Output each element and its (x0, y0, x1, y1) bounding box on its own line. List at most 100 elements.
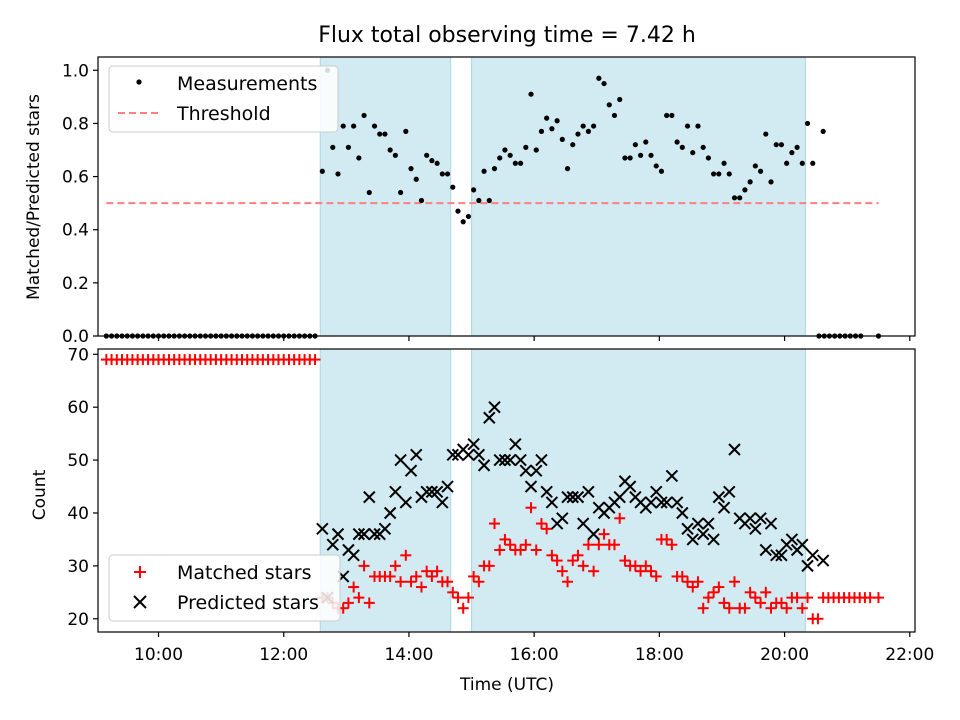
matched-star-point (577, 560, 589, 572)
predicted-star-point (723, 485, 736, 499)
measurement-point (434, 160, 440, 166)
matched-star-point (494, 544, 506, 556)
measurement-point (810, 160, 816, 166)
predicted-star-point (462, 448, 475, 462)
predicted-star-point (467, 438, 480, 451)
predicted-star-point (493, 453, 506, 467)
matched-star-point (384, 570, 396, 582)
top-y-ticks: 0.0 0.2 0.4 0.6 0.8 1.0 (62, 61, 98, 347)
predicted-star-point (728, 443, 741, 456)
matched-star-point (358, 560, 370, 572)
matched-star-point (582, 539, 594, 551)
measurement-point (643, 139, 649, 145)
top-legend: Measurements Threshold (108, 65, 339, 133)
matched-star-point (614, 512, 626, 524)
matched-star-point (546, 549, 558, 561)
measurement-point (611, 112, 618, 119)
y-tick-label: 0.4 (62, 221, 89, 241)
predicted-star-point (394, 453, 407, 467)
measurement-point (439, 171, 445, 177)
predicted-star-point (420, 485, 433, 499)
measurement-point (705, 155, 712, 161)
measurement-point (564, 166, 571, 172)
y-tick-label: 60 (67, 398, 89, 418)
matched-star-point (588, 565, 600, 577)
y-tick-label: 0.8 (62, 114, 89, 134)
predicted-star-point (571, 490, 585, 504)
predicted-star-point (389, 485, 402, 499)
measurement-point (804, 120, 811, 127)
predicted-star-point (796, 538, 809, 551)
predicted-star-point (702, 517, 715, 530)
measurement-point (382, 131, 388, 137)
measurement-point (351, 123, 357, 129)
matched-star-point (682, 576, 694, 588)
observing-interval-0 (319, 56, 452, 337)
predicted-star-point (775, 549, 788, 562)
measurement-point (471, 187, 477, 193)
observing-interval-1 (471, 56, 806, 337)
measurement-point (491, 166, 498, 172)
predicted-star-point (566, 490, 579, 504)
measurement-point (424, 152, 430, 158)
measurement-point (528, 91, 534, 97)
predicted-star-point (514, 453, 527, 467)
predicted-star-point (383, 506, 397, 520)
matched-stars-legend-marker (134, 566, 146, 578)
x-tick-label: 20:00 (760, 645, 809, 665)
measurement-point (397, 189, 404, 196)
matched-star-point (676, 570, 688, 582)
predicted-star-point (363, 490, 376, 504)
x-tick-label: 16:00 (510, 645, 559, 665)
matched-stars-points (100, 354, 884, 625)
measurement-point (711, 171, 717, 177)
predicted-star-point (707, 533, 720, 546)
measurement-point (794, 144, 800, 150)
measurement-point (408, 166, 414, 172)
measurement-point (481, 168, 487, 174)
matched-star-point (718, 597, 730, 609)
measurement-point (653, 163, 659, 169)
predicted-star-point (801, 559, 814, 573)
matched-star-point (713, 581, 725, 593)
matched-star-point (353, 592, 365, 604)
measurement-point (752, 163, 758, 169)
predicted-star-point (347, 549, 360, 562)
y-tick-label: 0.6 (62, 168, 89, 188)
measurement-point (737, 195, 743, 201)
matched-star-point (452, 592, 464, 604)
measurement-point (345, 144, 352, 150)
measurement-point (742, 187, 748, 193)
y-tick-label: 40 (67, 504, 89, 524)
matched-star-point (796, 602, 808, 614)
observing-interval-1 (471, 348, 806, 633)
predicted-star-point (535, 453, 548, 467)
predicted-star-point (441, 480, 454, 493)
measurement-point (507, 152, 513, 158)
predicted-star-point (556, 512, 569, 525)
matched-star-point (608, 539, 620, 551)
matched-star-point (556, 565, 568, 577)
matched-star-point (598, 528, 610, 540)
matched-star-point (872, 592, 884, 604)
predicted-star-point (540, 485, 553, 499)
measurement-point (658, 168, 665, 174)
legend-measurements-label: Measurements (177, 73, 317, 95)
matched-star-point (744, 586, 756, 598)
measurement-point (497, 155, 503, 161)
measurement-point (789, 150, 795, 156)
predicted-star-point (545, 496, 559, 509)
predicted-star-point (759, 543, 772, 557)
measurement-point (517, 160, 524, 166)
measurement-point (418, 197, 425, 204)
measurement-point (799, 160, 805, 166)
matched-star-point (728, 576, 740, 588)
predicted-star-point (436, 496, 449, 509)
matched-star-point (389, 560, 401, 572)
measurement-point (784, 160, 790, 166)
predicted-star-point (816, 554, 830, 567)
y-tick-label: 70 (67, 345, 89, 365)
predicted-star-point (587, 527, 600, 541)
matched-star-point (640, 560, 652, 572)
matched-star-point (525, 502, 537, 514)
